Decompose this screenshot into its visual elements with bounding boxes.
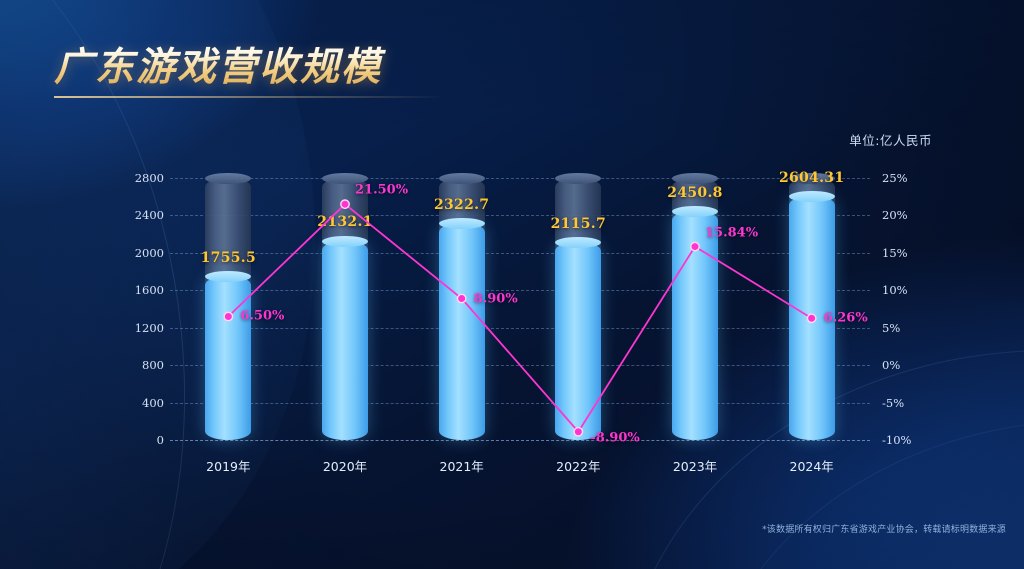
x-axis-label: 2020年 <box>322 459 368 474</box>
footnote: *该数据所有权归广东省游戏产业协会，转载请标明数据来源 <box>762 525 1006 535</box>
y-axis-right-tick: 25% <box>882 171 908 185</box>
y-axis-left-tick: 2400 <box>134 208 164 223</box>
bar-value-label: 2322.7 <box>433 196 490 213</box>
y-axis-right-tick: 15% <box>882 245 908 260</box>
y-axis-right-tick: 10% <box>882 283 908 298</box>
bar-value-label: 2604.31 <box>778 170 845 187</box>
gridline <box>170 327 870 329</box>
line-marker[interactable] <box>456 293 467 304</box>
y-axis-left-tick: 0 <box>156 433 164 447</box>
y-axis-right-tick: -5% <box>882 395 905 410</box>
line-marker[interactable] <box>340 199 350 210</box>
bar-fill <box>205 270 252 440</box>
bar-column[interactable]: 2322.7 <box>434 173 489 440</box>
line-value-label: 8.90% <box>473 291 518 307</box>
line-series <box>223 199 817 437</box>
y-axis-right-tick: 20% <box>882 208 908 223</box>
bar-column[interactable]: 2604.31 <box>779 170 844 440</box>
y-axis-left-tick: 400 <box>142 395 164 410</box>
gridline <box>170 290 870 292</box>
line-path <box>227 203 813 433</box>
x-axis-label: 2021年 <box>439 459 484 474</box>
y-axis-right-tick: -10% <box>882 433 912 447</box>
bar-column[interactable]: 2132.1 <box>317 173 372 440</box>
line-marker[interactable] <box>690 241 700 252</box>
line-value-label: 6.26% <box>823 310 868 326</box>
line-value-label: 21.50% <box>355 182 409 198</box>
x-axis-label: 2024年 <box>789 459 834 474</box>
bar-fill <box>438 217 485 440</box>
x-axis-label: 2019年 <box>206 459 251 474</box>
y-axis-right-tick: 0% <box>882 358 901 373</box>
x-axis-label: 2022年 <box>556 459 601 474</box>
gridline <box>170 402 870 404</box>
bar-value-label: 2450.8 <box>667 184 723 201</box>
y-axis-left-tick: 800 <box>142 358 164 373</box>
title-block: 广东游戏营收规模 <box>54 36 444 98</box>
line-marker[interactable] <box>806 313 817 324</box>
page-title: 广东游戏营收规模 <box>54 36 444 92</box>
x-axis-label: 2023年 <box>672 459 718 474</box>
bar-column[interactable]: 2115.7 <box>551 173 606 440</box>
y-axis-left-tick: 2000 <box>134 245 164 260</box>
bar-column[interactable]: 1755.5 <box>201 173 256 440</box>
line-value-label: 6.50% <box>240 308 285 324</box>
line-value-label: 15.84% <box>705 225 759 241</box>
bar-value-label: 2115.7 <box>550 216 607 233</box>
line-marker[interactable] <box>573 426 584 437</box>
chart-plot-area: 0 400 800 1200 1600 2000 2400 2800 -10% -5% 0% 5% 1… <box>135 170 912 474</box>
line-marker[interactable] <box>223 311 234 322</box>
bar-value-label: 1755.5 <box>200 249 257 266</box>
unit-label: 单位:亿人民币 <box>849 133 932 148</box>
title-underline <box>54 96 444 98</box>
y-axis-left-tick: 1200 <box>134 320 164 335</box>
y-axis-left-tick: 2800 <box>134 171 164 185</box>
bar-column[interactable]: 2450.8 <box>667 173 722 440</box>
y-axis-right-tick: 5% <box>882 320 901 335</box>
bar-fill <box>322 235 368 440</box>
gridline <box>170 178 870 179</box>
y-axis-left-tick: 1600 <box>134 283 164 298</box>
line-value-label: -8.90% <box>590 430 640 446</box>
gridline <box>170 215 870 217</box>
gridline <box>170 440 870 441</box>
gridline <box>170 252 870 254</box>
